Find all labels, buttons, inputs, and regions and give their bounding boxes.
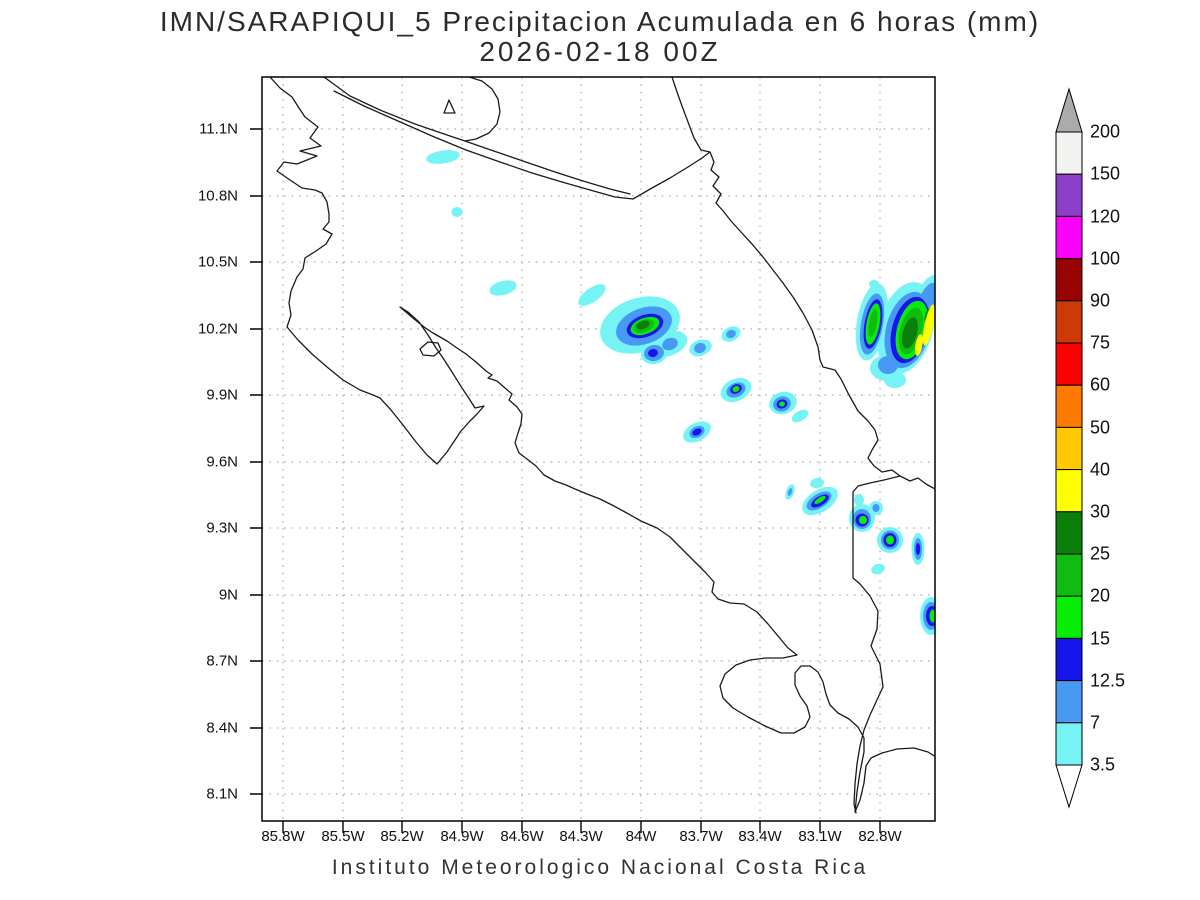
page-subtitle: 2026-02-18 00Z bbox=[479, 36, 721, 67]
lon-label: 84.9W bbox=[440, 828, 484, 845]
lon-label: 83.4W bbox=[738, 828, 782, 845]
lat-label: 9N bbox=[218, 586, 238, 604]
precip-level-30mm bbox=[915, 304, 935, 356]
colorbar-label: 30 bbox=[1090, 501, 1111, 522]
lon-label: 84.3W bbox=[559, 828, 603, 845]
lat-label: 11.1N bbox=[199, 120, 238, 138]
colorbar-label: 75 bbox=[1090, 332, 1111, 353]
isla-chira bbox=[419, 341, 442, 357]
caribbean-coast bbox=[671, 77, 935, 490]
colorbar-label: 12.5 bbox=[1090, 670, 1126, 691]
lat-label: 9.9N bbox=[206, 386, 238, 404]
colorbar-label: 150 bbox=[1090, 163, 1121, 184]
lon-label: 84.6W bbox=[500, 828, 544, 845]
lat-label: 8.1N bbox=[206, 785, 238, 803]
colorbar bbox=[1055, 87, 1083, 809]
precip-level-3.5mm bbox=[426, 150, 935, 635]
ometepe-island bbox=[443, 99, 456, 114]
lon-label: 82.8W bbox=[858, 828, 902, 845]
colorbar-label: 100 bbox=[1090, 248, 1121, 269]
colorbar-label: 3.5 bbox=[1090, 754, 1116, 775]
costa-rica-coastline bbox=[269, 77, 935, 814]
colorbar-label: 20 bbox=[1090, 585, 1111, 606]
colorbar-label: 120 bbox=[1090, 206, 1121, 227]
colorbar-label: 15 bbox=[1090, 628, 1111, 649]
colorbar-label: 200 bbox=[1090, 121, 1121, 142]
colorbar-label: 90 bbox=[1090, 290, 1111, 311]
plot-frame bbox=[261, 76, 936, 822]
lon-label: 85.2W bbox=[380, 828, 424, 845]
colorbar-label: 50 bbox=[1090, 417, 1111, 438]
lat-label: 10.8N bbox=[197, 187, 238, 205]
colorbar-under-arrow bbox=[1055, 764, 1083, 809]
lat-label: 9.3N bbox=[206, 519, 238, 537]
lon-label: 85.5W bbox=[321, 828, 365, 845]
colorbar-label: 60 bbox=[1090, 374, 1111, 395]
lake-nicaragua-south-shore bbox=[323, 77, 631, 195]
axis-ticks bbox=[250, 128, 881, 833]
colorbar-label: 25 bbox=[1090, 543, 1111, 564]
colorbar-label: 40 bbox=[1090, 459, 1111, 480]
colorbar-over-arrow bbox=[1055, 87, 1083, 133]
footer-attribution: Instituto Meteorologico Nacional Costa R… bbox=[331, 856, 869, 879]
lat-label: 8.4N bbox=[206, 719, 238, 737]
lon-label: 83.1W bbox=[798, 828, 842, 845]
lon-label: 84W bbox=[625, 828, 657, 845]
panama-border bbox=[852, 475, 901, 814]
lat-label: 8.7N bbox=[206, 652, 238, 670]
lake-nicaragua-east-shore bbox=[464, 77, 501, 142]
lat-label: 9.6N bbox=[206, 453, 238, 471]
lon-label: 83.7W bbox=[679, 828, 723, 845]
lat-label: 10.5N bbox=[197, 253, 238, 271]
page-title: IMN/SARAPIQUI_5 Precipitacion Acumulada … bbox=[159, 6, 1041, 37]
pacific-coast-outline bbox=[269, 77, 935, 813]
lat-label: 10.2N bbox=[197, 320, 238, 338]
colorbar-label: 7 bbox=[1090, 712, 1101, 733]
nicaragua-border bbox=[333, 90, 711, 200]
lon-label: 85.8W bbox=[261, 828, 305, 845]
